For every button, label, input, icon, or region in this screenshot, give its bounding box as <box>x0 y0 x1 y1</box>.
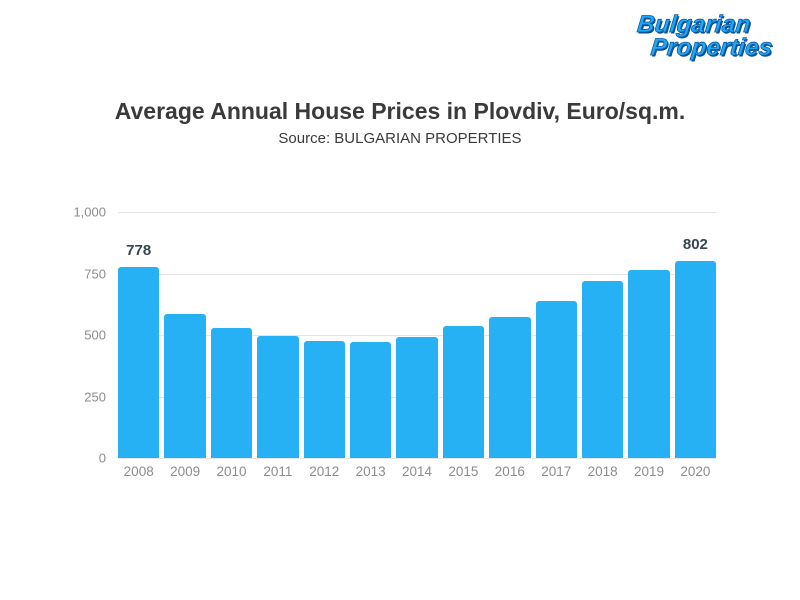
bar-2019 <box>628 269 670 458</box>
gridline <box>118 212 716 213</box>
bar-2013 <box>349 341 392 458</box>
bar-2011 <box>257 335 299 458</box>
bars-row: 778 802 <box>118 212 717 458</box>
y-axis-tick-label: 500 <box>84 327 106 343</box>
bar-value-label: 778 <box>126 241 152 259</box>
bar-2020 <box>674 260 717 458</box>
chart-subtitle: Source: BULGARIAN PROPERTIES <box>278 130 522 147</box>
bar-slot <box>535 212 577 458</box>
y-axis-tick-label: 750 <box>84 266 106 281</box>
y-axis-tick-label: 1,000 <box>73 204 106 220</box>
x-axis-tick-label: 2008 <box>123 464 154 479</box>
bar-2008 <box>118 266 160 458</box>
bar-slot <box>164 212 206 458</box>
gridline <box>118 458 716 459</box>
bar-slot <box>396 212 438 458</box>
bar-slot <box>303 212 345 458</box>
bar-slot <box>489 212 531 458</box>
y-axis-tick-label: 250 <box>84 389 106 404</box>
bar-slot <box>628 212 670 458</box>
bar-slot <box>257 212 299 458</box>
bar-2016 <box>489 316 531 458</box>
x-axis-labels: 2008 2009 2010 2011 2012 2013 2014 2015 2016 2017… <box>118 464 716 479</box>
bar-2018 <box>581 280 624 458</box>
logo-line2: Properties <box>649 33 775 61</box>
x-axis-tick-label: 2020 <box>680 464 711 479</box>
bar-2012 <box>303 341 345 458</box>
x-axis-tick-label: 2009 <box>170 464 201 479</box>
gridline <box>118 273 716 275</box>
x-axis-tick-label: 2016 <box>494 464 525 479</box>
bar-2010 <box>210 327 253 458</box>
x-axis-tick-label: 2010 <box>216 464 247 479</box>
bar-2009 <box>164 314 206 458</box>
chart-title: Average Annual House Prices in Plovdiv, … <box>114 98 686 124</box>
bar-2017 <box>535 301 577 458</box>
bar-slot: 778 <box>118 212 160 458</box>
x-axis-tick-label: 2013 <box>355 464 386 479</box>
plot-area: 778 802 0 250 500 750 1,000 <box>73 205 717 466</box>
x-axis-tick-label: 2014 <box>402 464 433 479</box>
x-axis-tick-label: 2012 <box>309 464 340 479</box>
bar-slot <box>581 212 624 458</box>
bar-value-label: 802 <box>682 235 708 253</box>
x-axis-tick-label: 2017 <box>541 464 572 479</box>
bar-slot <box>210 212 253 458</box>
x-axis-tick-label: 2018 <box>587 464 618 479</box>
x-axis-tick-label: 2019 <box>633 464 665 479</box>
y-axis-tick-label: 0 <box>98 450 106 466</box>
bar-slot: 802 <box>674 212 717 458</box>
bar-slot <box>349 212 392 458</box>
bar-slot <box>442 212 485 458</box>
x-axis-tick-label: 2011 <box>263 464 293 479</box>
bar-2014 <box>396 336 438 458</box>
gridline <box>118 335 716 336</box>
x-axis-tick-label: 2015 <box>448 464 479 479</box>
bar-2015 <box>442 326 485 458</box>
bulgarian-properties-logo: Bulgarian Properties <box>634 11 777 62</box>
